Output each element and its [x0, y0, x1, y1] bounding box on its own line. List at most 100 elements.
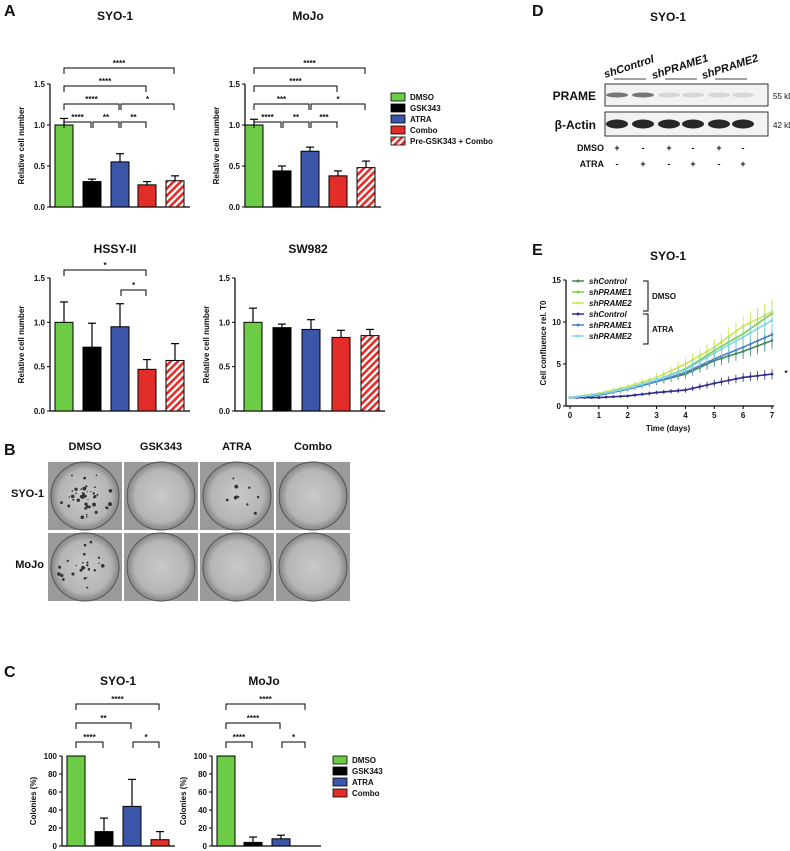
data-point	[684, 388, 687, 392]
colony-dot	[72, 498, 75, 501]
x-tick-label: 2	[625, 411, 630, 420]
data-point	[648, 392, 651, 395]
treatment-sign: +	[716, 143, 721, 153]
colony-dot	[102, 565, 105, 567]
bar-pre-gsk343-combo	[356, 167, 376, 208]
legend-marker	[576, 312, 580, 316]
data-point	[734, 348, 738, 352]
colony-dot	[98, 562, 100, 564]
legend-label: ATRA	[352, 778, 374, 787]
data-point	[597, 392, 601, 396]
protein-band	[708, 119, 730, 129]
size-label: 55 kDa	[773, 92, 790, 101]
data-point	[575, 395, 579, 399]
panel-letter: B	[4, 442, 16, 459]
panel-letter: A	[4, 3, 16, 20]
significance-label: ****	[247, 714, 260, 723]
significance-bracket	[281, 741, 306, 748]
data-point	[770, 319, 774, 322]
data-point	[691, 387, 694, 390]
significance-bracket	[253, 121, 282, 128]
significance-bracket	[132, 741, 160, 748]
data-point	[619, 395, 622, 398]
data-point	[749, 331, 752, 335]
significance-label: ****	[85, 95, 98, 104]
chart-title: SYO-1	[650, 249, 686, 263]
y-tick-label: 0.5	[219, 363, 231, 372]
significance-bracket	[75, 703, 160, 710]
column-label: GSK343	[140, 441, 182, 453]
legend-swatch	[332, 755, 348, 765]
legend-label: shControl	[589, 310, 628, 319]
colony-dot	[237, 496, 240, 498]
data-point	[763, 336, 767, 340]
panel-letter: E	[532, 242, 543, 259]
data-point	[705, 355, 709, 359]
y-tick-label: 60	[48, 788, 57, 797]
colony-dot	[84, 494, 87, 498]
colony-dot	[86, 586, 89, 589]
legend-label: shPRAME2	[589, 299, 632, 308]
colony-dot	[83, 576, 87, 580]
colony-dot	[94, 510, 98, 514]
legend-swatch	[332, 788, 348, 798]
treatment-sign: -	[642, 143, 645, 153]
colony-dot	[80, 488, 83, 490]
line-chart: SYO-1 0 5 10 15 0 1 2 3 4 5 6 7 Time (days) Cell confl…	[539, 249, 788, 433]
legend-marker	[576, 290, 580, 294]
significance-label: *	[336, 95, 340, 104]
significance-bracket	[120, 103, 175, 110]
y-tick-label: 0.0	[34, 203, 46, 212]
legend-marker	[576, 301, 580, 305]
data-point	[756, 374, 759, 378]
data-point	[669, 373, 673, 377]
significance-bracket	[225, 722, 281, 729]
data-point	[669, 390, 673, 393]
y-tick-label: 10	[552, 318, 561, 327]
legend-swatch	[390, 136, 406, 146]
x-tick-label: 0	[568, 411, 573, 420]
significance-bracket	[225, 741, 253, 748]
y-tick-label: 0	[53, 842, 58, 851]
y-tick-label: 100	[44, 752, 58, 761]
colony-dot	[82, 552, 86, 556]
colony-dot	[96, 493, 99, 496]
data-point	[676, 371, 680, 374]
panel-letter: D	[532, 3, 544, 20]
y-tick-label: 5	[557, 360, 562, 369]
legend-label: Combo	[352, 789, 380, 798]
x-tick-label: 6	[741, 411, 746, 420]
bar-gsk343	[272, 327, 292, 412]
y-tick-label: 0.0	[219, 407, 231, 416]
data-point	[684, 362, 687, 366]
significance-bracket	[63, 269, 147, 276]
protein-band	[606, 119, 628, 129]
legend-label: ATRA	[410, 115, 432, 124]
x-tick-label: 5	[712, 411, 717, 420]
y-axis-label: Colonies (%)	[29, 776, 38, 825]
colony-dot	[93, 486, 96, 489]
colony-dot	[95, 474, 98, 477]
colony-dot	[225, 498, 229, 502]
y-tick-label: 1.5	[229, 80, 241, 89]
bar-pre-gsk343-combo	[165, 359, 185, 412]
data-point	[727, 335, 731, 339]
legend-marker	[576, 334, 580, 338]
significance-bracket	[63, 67, 175, 74]
colony-dot	[85, 513, 88, 516]
data-point	[655, 391, 658, 394]
blot-strip	[604, 83, 769, 107]
significance-label: ****	[83, 733, 96, 742]
legend-swatch	[332, 766, 348, 776]
significance-label: *	[103, 261, 107, 270]
colony-dot	[66, 559, 69, 562]
significance-label: *	[132, 281, 136, 290]
treatment-sign: -	[742, 143, 745, 153]
significance-label: **	[293, 113, 300, 122]
x-tick-label: 4	[683, 411, 688, 420]
treatment-sign: -	[692, 143, 695, 153]
legend-swatch	[390, 103, 406, 113]
treatment-sign: -	[668, 159, 671, 169]
